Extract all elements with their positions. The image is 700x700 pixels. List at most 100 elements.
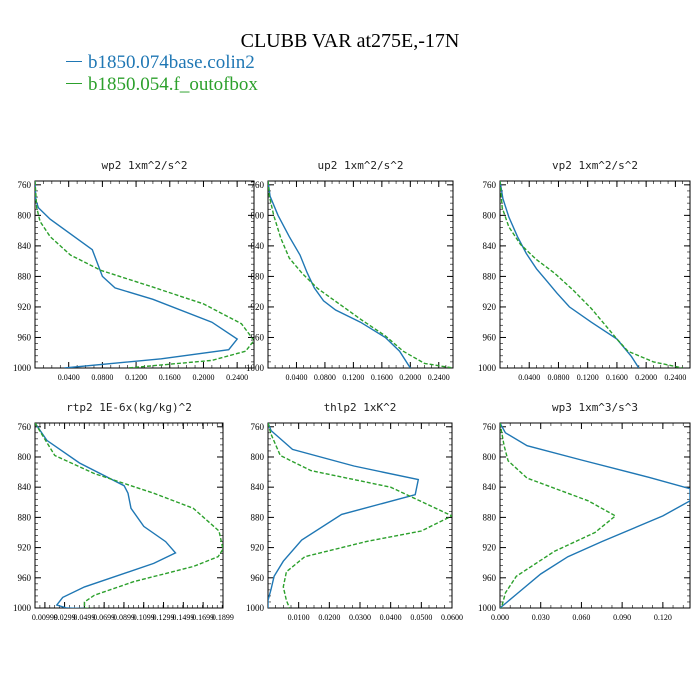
y-tick-label: 800 bbox=[251, 210, 265, 220]
y-tick-label: 800 bbox=[251, 452, 265, 462]
plot-frame bbox=[499, 180, 691, 369]
y-tick-label: 840 bbox=[251, 241, 265, 251]
y-tick-label: 840 bbox=[251, 482, 265, 492]
chart-title: wp2 1xm^2/s^2 bbox=[101, 159, 187, 172]
y-tick-label: 880 bbox=[251, 271, 265, 281]
series-line-outofbox bbox=[268, 181, 453, 368]
series-line-base bbox=[500, 181, 640, 368]
chart-panel-2: up2 1xm^2/s^2 760 800 840 880 920 960 1000 0.040… bbox=[246, 159, 454, 382]
x-tick-label: 0.1499 bbox=[172, 613, 194, 622]
x-tick-label: 0.0400 bbox=[380, 613, 402, 622]
x-tick-label: 0.0400 bbox=[58, 373, 80, 382]
y-tick-label: 960 bbox=[483, 573, 497, 583]
x-tick-label: 0.1099 bbox=[133, 613, 155, 622]
figure-title: CLUBB VAR at275E,-17N bbox=[240, 30, 460, 52]
x-tick-label: 0.0600 bbox=[441, 613, 463, 622]
series-line-outofbox bbox=[500, 423, 617, 608]
plot-frame bbox=[34, 422, 224, 609]
x-tick-label: 0.0400 bbox=[285, 373, 307, 382]
chart-title: thlp2 1xK^2 bbox=[324, 401, 397, 414]
chart-title: vp2 1xm^2/s^2 bbox=[552, 159, 638, 172]
y-tick-label: 920 bbox=[251, 302, 265, 312]
x-tick-label: 0.120 bbox=[654, 613, 672, 622]
x-tick-label: 0.2400 bbox=[664, 373, 686, 382]
chart-panel-4: rtp2 1E-6x(kg/kg)^2 760 800 840 880 920 960 100… bbox=[13, 401, 234, 622]
x-tick-label: 0.2000 bbox=[635, 373, 657, 382]
y-tick-label: 840 bbox=[483, 482, 497, 492]
x-tick-label: 0.2400 bbox=[226, 373, 248, 382]
x-tick-label: 0.0100 bbox=[288, 613, 310, 622]
y-tick-label: 920 bbox=[483, 543, 497, 553]
legend: b1850.074base.colin2 b1850.054.f_outofbo… bbox=[66, 52, 258, 96]
x-tick-label: 0.090 bbox=[613, 613, 631, 622]
chart-title: up2 1xm^2/s^2 bbox=[317, 159, 403, 172]
y-tick-label: 840 bbox=[18, 241, 32, 251]
series-line-outofbox bbox=[35, 181, 254, 368]
x-tick-label: 0.1600 bbox=[606, 373, 628, 382]
x-tick-label: 0.1699 bbox=[192, 613, 214, 622]
series-line-base bbox=[35, 181, 239, 368]
y-tick-label: 800 bbox=[483, 210, 497, 220]
y-tick-label: 960 bbox=[251, 573, 265, 583]
x-tick-label: 0.1200 bbox=[577, 373, 599, 382]
x-tick-label: 0.1299 bbox=[153, 613, 175, 622]
y-tick-label: 960 bbox=[18, 332, 32, 342]
x-tick-label: 0.0800 bbox=[547, 373, 569, 382]
y-tick-label: 920 bbox=[18, 302, 32, 312]
y-tick-label: 960 bbox=[483, 332, 497, 342]
x-tick-label: 0.0800 bbox=[314, 373, 336, 382]
series-line-outofbox bbox=[35, 423, 223, 608]
x-tick-label: 0.0400 bbox=[518, 373, 540, 382]
series-line-base bbox=[35, 423, 177, 608]
x-tick-label: 0.0300 bbox=[349, 613, 371, 622]
y-tick-label: 1000 bbox=[13, 363, 32, 373]
y-tick-label: 960 bbox=[251, 332, 265, 342]
chart-panel-6: wp3 1xm^3/s^3 760 800 840 880 920 960 10000.000… bbox=[478, 401, 691, 622]
chart-title: wp3 1xm^3/s^3 bbox=[552, 401, 638, 414]
legend-item-base: b1850.074base.colin2 bbox=[66, 52, 258, 74]
x-tick-label: 0.1600 bbox=[159, 373, 181, 382]
plot-frame bbox=[267, 180, 454, 369]
x-tick-label: 0.0499 bbox=[73, 613, 95, 622]
y-tick-label: 920 bbox=[483, 302, 497, 312]
x-tick-label: 0.2000 bbox=[192, 373, 214, 382]
x-tick-label: 0.00999 bbox=[32, 613, 58, 622]
x-tick-label: 0.0299 bbox=[54, 613, 76, 622]
x-tick-label: 0.060 bbox=[572, 613, 590, 622]
x-tick-label: 0.2000 bbox=[399, 373, 421, 382]
x-tick-label: 0.0899 bbox=[113, 613, 135, 622]
y-tick-label: 1000 bbox=[246, 603, 265, 613]
y-tick-label: 880 bbox=[483, 512, 497, 522]
y-tick-label: 840 bbox=[483, 241, 497, 251]
y-tick-label: 920 bbox=[251, 543, 265, 553]
y-tick-label: 880 bbox=[18, 512, 32, 522]
y-tick-label: 880 bbox=[251, 512, 265, 522]
chart-title: rtp2 1E-6x(kg/kg)^2 bbox=[66, 401, 192, 414]
chart-panel-5: thlp2 1xK^2 760 800 840 880 920 960 1000 0.0100 0… bbox=[246, 401, 463, 622]
legend-item-outofbox: b1850.054.f_outofbox bbox=[66, 74, 258, 96]
legend-swatch-base bbox=[66, 61, 82, 63]
x-tick-label: 0.0200 bbox=[318, 613, 340, 622]
series-line-outofbox bbox=[268, 423, 452, 608]
y-tick-label: 840 bbox=[18, 482, 32, 492]
y-tick-label: 880 bbox=[18, 271, 32, 281]
y-tick-label: 760 bbox=[251, 180, 265, 190]
y-tick-label: 1000 bbox=[478, 603, 497, 613]
x-tick-label: 0.0800 bbox=[91, 373, 113, 382]
legend-label-outofbox: b1850.054.f_outofbox bbox=[88, 74, 258, 95]
y-tick-label: 920 bbox=[18, 543, 32, 553]
y-tick-label: 880 bbox=[483, 271, 497, 281]
series-line-outofbox bbox=[500, 181, 683, 368]
x-tick-label: 0.1200 bbox=[342, 373, 364, 382]
y-tick-label: 1000 bbox=[478, 363, 497, 373]
chart-panel-1: wp2 1xm^2/s^2 760 800 840 880 920 960 1000 0.040… bbox=[13, 159, 255, 382]
plot-frame bbox=[499, 422, 691, 609]
x-tick-label: 0.1600 bbox=[371, 373, 393, 382]
x-tick-label: 0.0699 bbox=[93, 613, 115, 622]
plot-frame bbox=[34, 180, 255, 369]
y-tick-label: 760 bbox=[483, 180, 497, 190]
y-tick-label: 800 bbox=[18, 210, 32, 220]
legend-label-base: b1850.074base.colin2 bbox=[88, 52, 255, 73]
legend-swatch-outofbox bbox=[66, 83, 82, 85]
